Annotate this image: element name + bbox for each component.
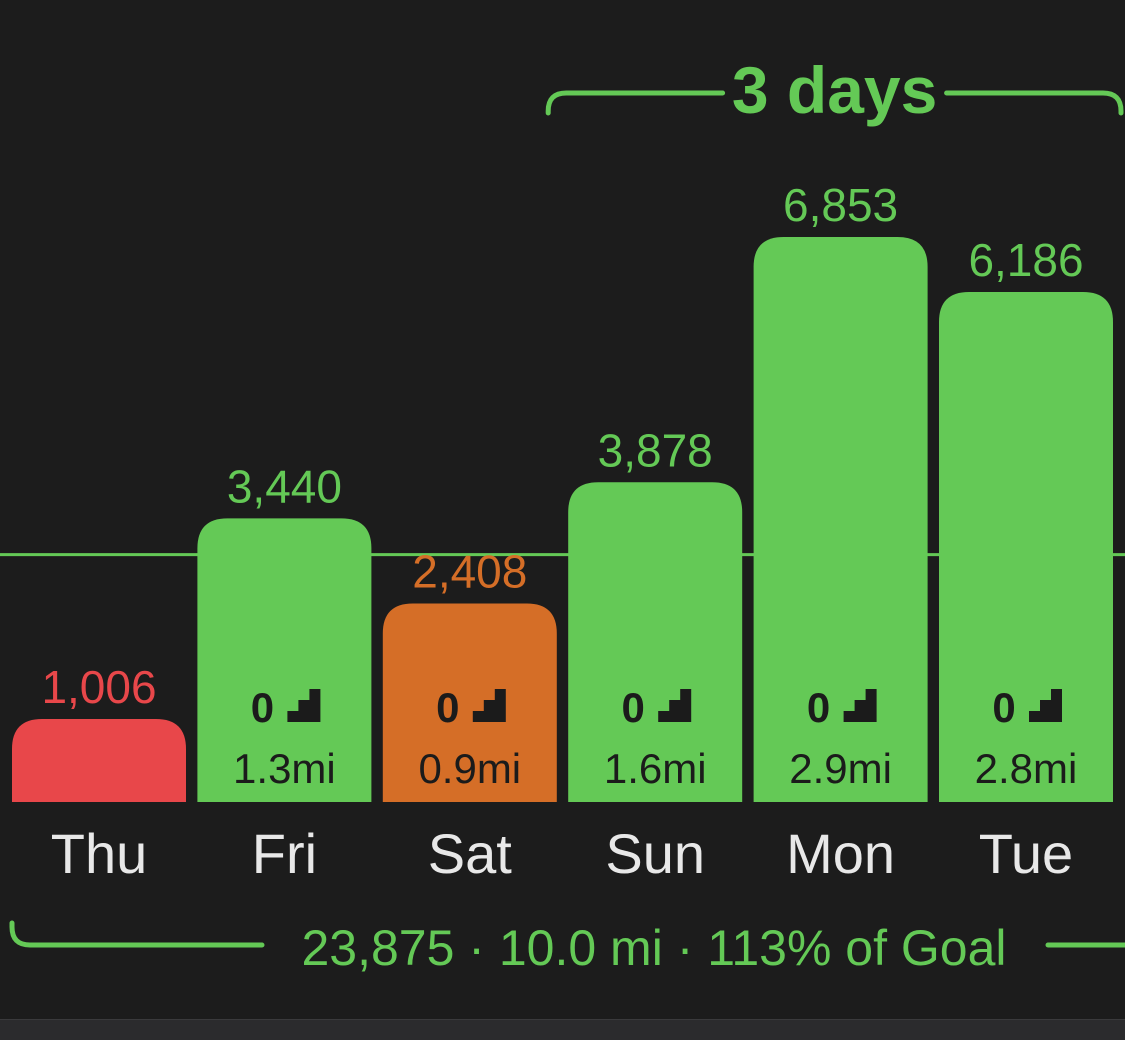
day-label-sun: Sun (605, 822, 705, 885)
stairs-icon (472, 689, 506, 722)
distance-label-mon: 2.9mi (789, 745, 892, 792)
summary-bracket: 23,875 · 10.0 mi · 113% of Goal (9, 920, 1125, 976)
stairs-icon (287, 689, 321, 722)
bar-group-thu[interactable]: 1,006 Thu (12, 661, 186, 885)
distance-label-sat: 0.9mi (418, 745, 521, 792)
value-label-thu: 1,006 (41, 661, 156, 713)
bar-group-mon[interactable]: 6,853 0 2.9mi Mon (753, 179, 928, 885)
bar-group-sun[interactable]: 3,878 0 1.6mi Sun (568, 424, 743, 885)
bars: 1,006 Thu 3,440 0 1.3mi Fri 2,408 0 0.9mi Sat 3,87… (12, 179, 1113, 885)
streak-label: 3 days (732, 53, 937, 127)
bar-group-fri[interactable]: 3,440 0 1.3mi Fri (197, 460, 372, 885)
day-label-sat: Sat (428, 822, 512, 885)
distance-label-fri: 1.3mi (233, 745, 336, 792)
day-label-thu: Thu (51, 822, 148, 885)
distance-label-tue: 2.8mi (975, 745, 1078, 792)
streak-bracket-right (944, 90, 1124, 116)
bar-group-tue[interactable]: 6,186 0 2.8mi Tue (939, 234, 1113, 885)
bottom-divider (0, 1019, 1125, 1040)
stairs-icon (1029, 689, 1062, 722)
summary-bracket-left (9, 920, 265, 948)
bar-tue[interactable] (939, 291, 1113, 802)
day-label-mon: Mon (786, 822, 895, 885)
streak-bracket-left (545, 90, 726, 116)
value-label-sun: 3,878 (598, 424, 713, 476)
stairs-icon (658, 689, 692, 722)
day-label-tue: Tue (979, 822, 1073, 885)
bar-mon[interactable] (753, 236, 928, 802)
stairs-icon (843, 689, 877, 722)
bar-group-sat[interactable]: 2,408 0 0.9mi Sat (382, 545, 557, 885)
flights-value: 0 (251, 684, 274, 731)
streak-bracket: 3 days (545, 53, 1124, 127)
value-label-sat: 2,408 (412, 545, 527, 597)
bar-thu[interactable] (12, 719, 186, 802)
day-label-fri: Fri (252, 822, 317, 885)
value-label-fri: 3,440 (227, 460, 342, 512)
flights-value: 0 (436, 684, 459, 731)
bar-sun[interactable] (568, 482, 743, 802)
summary-label: 23,875 · 10.0 mi · 113% of Goal (301, 920, 1006, 976)
bar-fri[interactable] (197, 518, 372, 802)
flights-value: 0 (992, 684, 1015, 731)
bar-sat[interactable] (382, 603, 557, 802)
distance-label-sun: 1.6mi (604, 745, 707, 792)
flights-value: 0 (807, 684, 830, 731)
flights-value: 0 (622, 684, 645, 731)
value-label-tue: 6,186 (968, 234, 1083, 286)
value-label-mon: 6,853 (783, 179, 898, 231)
